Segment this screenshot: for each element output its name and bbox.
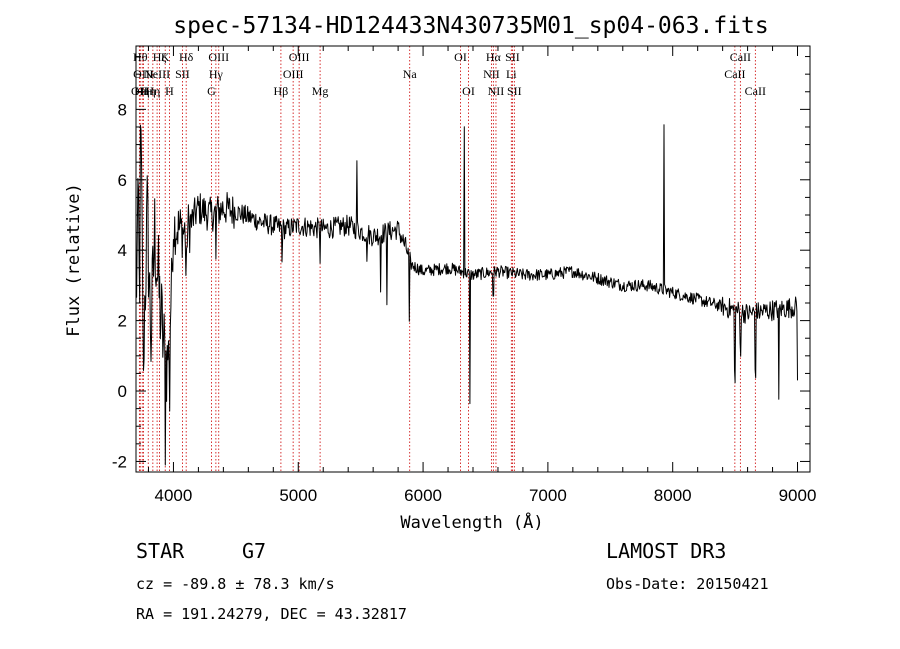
redshift-text: cz = -89.8 ± 78.3 km/s [136,575,335,593]
line-marker-label: OI [462,84,475,98]
line-marker-label: OIII [208,50,229,64]
line-marker-label: SII [507,84,522,98]
line-marker-label: Hζ [153,50,167,64]
line-marker-label: K [161,50,170,64]
line-marker-label: SII [505,50,520,64]
obs-date-text: Obs-Date: 20150421 [606,575,769,593]
y-tick-label: 6 [118,171,127,190]
x-axis-label: Wavelength (Å) [400,511,543,533]
line-marker-label: OIII [133,67,154,81]
x-tick-label: 7000 [529,486,567,505]
line-marker-label: NeIII [144,67,170,81]
line-marker-label: SII [175,67,190,81]
line-marker-label: Hα [486,50,502,64]
line-marker-label: Mg [312,84,329,98]
line-marker-label: CaII [730,50,751,64]
y-axis-label: Flux (relative) [64,183,84,337]
x-tick-label: 4000 [155,486,193,505]
line-marker-label: Na [403,67,418,81]
line-marker-label: CaII [745,84,766,98]
y-tick-label: -2 [112,452,127,471]
line-marker-label: OIII [289,50,310,64]
line-marker-label: Li [506,67,517,81]
line-marker-label: Hη [145,84,160,98]
axis-ticks: 4000 5000 6000 7000 8000 9000 -2 0 2 4 6 8 [112,46,817,505]
x-tick-label: 5000 [279,486,317,505]
line-marker-label: NII [488,84,505,98]
line-marker-label: G [207,84,216,98]
coordinates-text: RA = 191.24279, DEC = 43.32817 [136,605,407,623]
line-marker-label: Hη [141,84,156,98]
x-tick-label: 6000 [404,486,442,505]
line-marker-label: CaII [724,67,745,81]
x-tick-label: 9000 [779,486,817,505]
emission-line-markers [138,46,756,472]
spectrum-series [135,124,798,466]
line-marker-label: Hδ [179,50,194,64]
y-tick-label: 2 [118,312,127,331]
emission-line-labels: OIIHθHηOIIIHηHηNeIIIHζKHSIIHδGHγOIIIHβOI… [131,50,766,98]
y-tick-label: 0 [118,382,127,401]
line-marker-label: NII [483,67,500,81]
line-marker-label: OIII [283,67,304,81]
y-tick-label: 4 [118,241,127,260]
y-tick-label: 8 [118,100,127,119]
line-marker-label: H [165,84,174,98]
survey-name: LAMOST DR3 [606,539,726,563]
object-class: STAR [136,539,185,563]
line-marker-label: OII [131,84,148,98]
chart-title: spec-57134-HD124433N430735M01_sp04-063.f… [173,13,768,39]
line-marker-label: Hβ [274,84,289,98]
line-marker-label: Hγ [209,67,224,81]
x-tick-label: 8000 [654,486,692,505]
object-subclass: G7 [242,539,266,563]
line-marker-label: Hη [135,84,150,98]
line-marker-label: OI [454,50,467,64]
